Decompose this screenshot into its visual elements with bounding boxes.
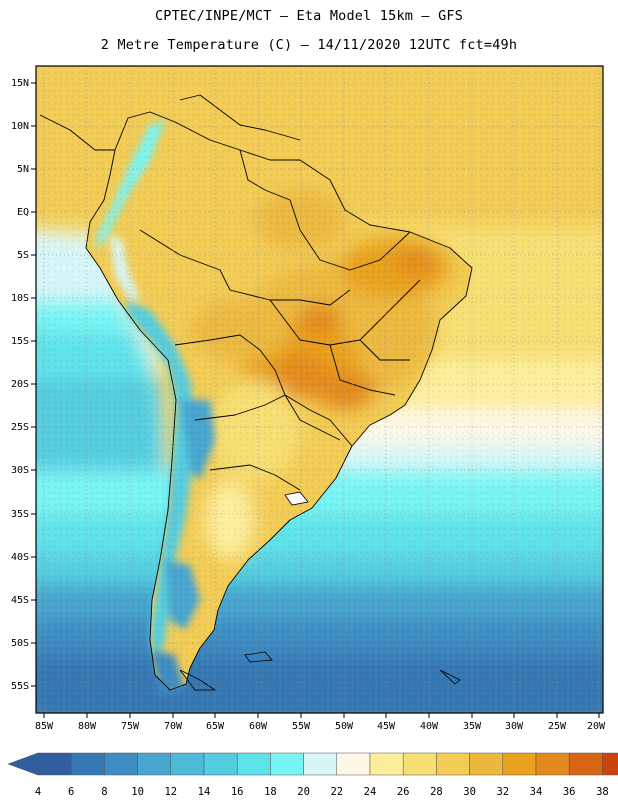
lat-label: 10S xyxy=(11,293,29,304)
lat-label: 15S xyxy=(11,336,29,347)
legend-label: 6 xyxy=(68,786,74,798)
legend-label: 30 xyxy=(463,786,476,798)
legend-label: 18 xyxy=(264,786,277,798)
lon-label: 65W xyxy=(206,721,225,732)
legend-swatch xyxy=(469,752,504,776)
lat-label: EQ xyxy=(17,207,29,218)
legend-label: 10 xyxy=(131,786,144,798)
axis-ticks xyxy=(31,82,600,718)
legend-swatch xyxy=(369,752,404,776)
legend-label: 36 xyxy=(563,786,576,798)
legend-label: 34 xyxy=(530,786,543,798)
legend-swatch xyxy=(170,752,205,776)
legend-swatch xyxy=(37,752,72,776)
legend-label: 20 xyxy=(297,786,310,798)
lat-label: 5N xyxy=(17,164,29,175)
lon-label: 45W xyxy=(377,721,396,732)
legend-swatch xyxy=(535,752,570,776)
lon-label: 50W xyxy=(335,721,354,732)
legend-swatch xyxy=(203,752,238,776)
legend-swatch xyxy=(568,752,603,776)
lat-label: 20S xyxy=(11,379,29,390)
legend-swatch xyxy=(436,752,470,776)
lat-label: 15N xyxy=(11,78,29,89)
legend-swatch xyxy=(336,752,371,776)
legend-label: 22 xyxy=(330,786,343,798)
lon-label: 20W xyxy=(587,721,606,732)
lon-label: 60W xyxy=(249,721,268,732)
lat-label: 25S xyxy=(11,422,29,433)
legend-label: 4 xyxy=(35,786,41,798)
lon-label: 35W xyxy=(463,721,482,732)
legend-swatch xyxy=(70,752,105,776)
legend-swatch xyxy=(402,752,437,776)
chart-title-line-1: CPTEC/INPE/MCT — Eta Model 15km — GFS xyxy=(154,8,464,24)
temperature-field xyxy=(36,66,603,713)
chart-title-line-2: 2 Metre Temperature (C) — 14/11/2020 12U… xyxy=(100,37,518,53)
legend-label: 28 xyxy=(430,786,443,798)
lat-label: 10N xyxy=(11,121,29,132)
legend-label: 8 xyxy=(101,786,107,798)
legend-label: 26 xyxy=(397,786,410,798)
legend-swatch xyxy=(104,752,138,776)
legend-swatch xyxy=(137,752,172,776)
lat-label: 40S xyxy=(11,552,29,563)
lat-label: 55S xyxy=(11,681,29,692)
lon-label: 55W xyxy=(292,721,311,732)
legend-low-arrow xyxy=(7,752,39,776)
graticule xyxy=(36,66,603,713)
lat-label: 45S xyxy=(11,595,29,606)
lat-label: 50S xyxy=(11,638,29,649)
legend-label: 16 xyxy=(231,786,244,798)
legend-label: 24 xyxy=(364,786,377,798)
legend-label: 38 xyxy=(596,786,609,798)
lat-label: 30S xyxy=(11,465,29,476)
legend-label: 14 xyxy=(198,786,211,798)
map-frame xyxy=(35,65,604,714)
lon-label: 75W xyxy=(121,721,140,732)
coastline-and-borders xyxy=(39,94,473,691)
legend-swatch xyxy=(270,752,304,776)
legend-swatch xyxy=(236,752,271,776)
legend-label: 12 xyxy=(164,786,177,798)
lat-label: 5S xyxy=(17,250,29,261)
lon-label: 30W xyxy=(505,721,524,732)
legend-swatch xyxy=(502,752,537,776)
lon-label: 25W xyxy=(548,721,567,732)
lon-label: 80W xyxy=(78,721,97,732)
lon-label: 85W xyxy=(35,721,54,732)
legend-swatch xyxy=(602,752,618,776)
legend-label: 32 xyxy=(496,786,509,798)
lon-label: 70W xyxy=(164,721,183,732)
color-legend: 4 6 8 10 12 14 16 18 20 22 24 26 28 30 32 34 36 38 xyxy=(7,752,618,798)
lat-label: 35S xyxy=(11,509,29,520)
legend-swatch xyxy=(303,752,338,776)
lon-label: 40W xyxy=(420,721,439,732)
